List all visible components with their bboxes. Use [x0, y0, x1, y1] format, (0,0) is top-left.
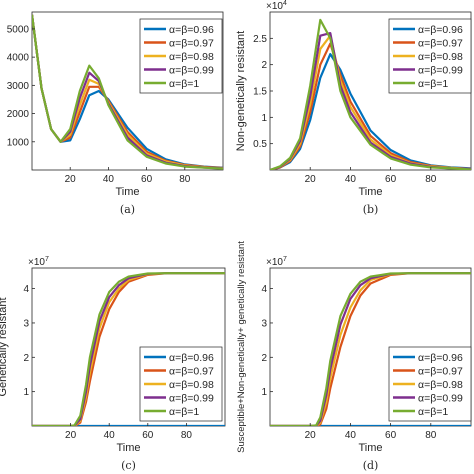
legend-entry-label: α=β=0.96 [418, 24, 463, 36]
y-axis-label: Genetically resistant [0, 297, 9, 396]
y-axis-label: Non-genetically resistant [235, 31, 247, 151]
y-tick-label: 3 [23, 318, 29, 329]
legend-entry-label: α=β=0.99 [169, 392, 214, 404]
y-axis-label: Susceptible+Non-genetically+ genetically… [236, 241, 247, 453]
legend-entry-label: α=β=0.99 [418, 64, 463, 76]
x-tick-label: 40 [345, 430, 357, 441]
y-tick-label: 4 [261, 284, 267, 295]
x-tick-label: 60 [385, 430, 397, 441]
x-tick-label: 20 [305, 174, 317, 185]
legend-entry-label: α=β=1 [169, 406, 199, 418]
panel-caption: (b) [363, 203, 379, 216]
y-tick-label: 1 [261, 113, 267, 124]
x-tick-label: 40 [345, 174, 357, 185]
panel-caption: (a) [120, 203, 135, 216]
x-axis-label: Time [116, 442, 140, 454]
legend-entry-label: α=β=0.98 [418, 379, 463, 391]
y-exponent-label: ×107 [266, 256, 287, 268]
x-tick-label: 40 [104, 430, 116, 441]
x-tick-label: 80 [425, 430, 437, 441]
x-tick-label: 20 [65, 174, 77, 185]
chart-panel-c: 20 40 60 80 1 2 3 4 ×107 Time Genetically resistan… [0, 256, 226, 472]
legend: α=β=0.96α=β=0.97 α=β=0.98α=β=0.99 α=β=1 [388, 346, 472, 422]
x-tick-label: 60 [385, 174, 397, 185]
y-tick-label: 5000 [7, 24, 30, 35]
y-tick-label: 4 [23, 284, 29, 295]
y-tick-label: 2 [261, 60, 267, 71]
legend: α=β=0.96α=β=0.97 α=β=0.98α=β=0.99 α=β=1 [139, 346, 223, 422]
chart-panel-a: 20 40 60 80 1000 2000 3000 4000 5000 Time α=β=0.96… [7, 11, 224, 216]
legend-entry-label: α=β=0.97 [418, 365, 463, 377]
legend-entry-label: α=β=1 [418, 78, 448, 90]
y-exponent-label: ×104 [266, 0, 287, 12]
y-tick-label: 3 [261, 318, 267, 329]
legend: α=β=0.96α=β=0.97 α=β=0.98α=β=0.99 α=β=1 [139, 18, 223, 94]
series-line-5 [270, 18, 471, 170]
x-tick-label: 80 [425, 174, 437, 185]
legend-entry-label: α=β=1 [169, 78, 199, 90]
chart-panel-d: 20 40 60 80 1 2 3 4 ×107 Time Susceptible+Non-gene… [236, 241, 472, 472]
y-tick-label: 2.5 [253, 34, 267, 45]
legend-entry-label: α=β=0.96 [169, 24, 214, 36]
x-tick-label: 20 [305, 430, 317, 441]
y-tick-label: 1.5 [253, 87, 267, 98]
legend-entry-label: α=β=0.97 [418, 37, 463, 49]
legend-entry-label: α=β=0.99 [418, 392, 463, 404]
panel-caption: (c) [121, 459, 136, 472]
legend-entry-label: α=β=0.98 [169, 379, 214, 391]
y-tick-label: 3000 [7, 81, 30, 92]
x-tick-label: 80 [179, 174, 191, 185]
x-tick-label: 20 [65, 430, 77, 441]
x-tick-label: 40 [103, 174, 115, 185]
y-tick-label: 1000 [7, 137, 30, 148]
y-tick-label: 0.5 [253, 139, 267, 150]
legend-entry-label: α=β=0.99 [169, 64, 214, 76]
legend: α=β=0.96α=β=0.97 α=β=0.98α=β=0.99 α=β=1 [388, 18, 472, 94]
legend-entry-label: α=β=0.96 [169, 352, 214, 364]
x-axis-label: Time [358, 186, 382, 198]
y-tick-label: 4000 [7, 53, 30, 64]
series-line-5 [32, 272, 225, 426]
legend-entry-label: α=β=0.98 [169, 51, 214, 63]
y-tick-label: 2 [23, 353, 29, 364]
y-exponent-label: ×107 [28, 256, 49, 268]
x-axis-label: Time [358, 442, 382, 454]
chart-panel-b: 20 40 60 80 0.5 1 1.5 2 2.5 ×104 Time Non-genetical… [235, 0, 472, 216]
legend-entry-label: α=β=1 [418, 406, 448, 418]
legend-entry-label: α=β=0.97 [169, 37, 214, 49]
y-tick-label: 2000 [7, 109, 30, 120]
x-tick-label: 60 [142, 430, 154, 441]
series-line-5 [270, 272, 471, 426]
x-tick-label: 80 [181, 430, 193, 441]
legend-entry-label: α=β=0.96 [418, 352, 463, 364]
y-tick-label: 1 [261, 387, 267, 398]
series-line-5 [32, 14, 223, 170]
x-tick-label: 60 [141, 174, 153, 185]
y-tick-label: 2 [261, 353, 267, 364]
y-tick-label: 1 [23, 387, 29, 398]
legend-entry-label: α=β=0.98 [418, 51, 463, 63]
panel-caption: (d) [363, 459, 379, 472]
x-axis-label: Time [115, 186, 139, 198]
legend-entry-label: α=β=0.97 [169, 365, 214, 377]
